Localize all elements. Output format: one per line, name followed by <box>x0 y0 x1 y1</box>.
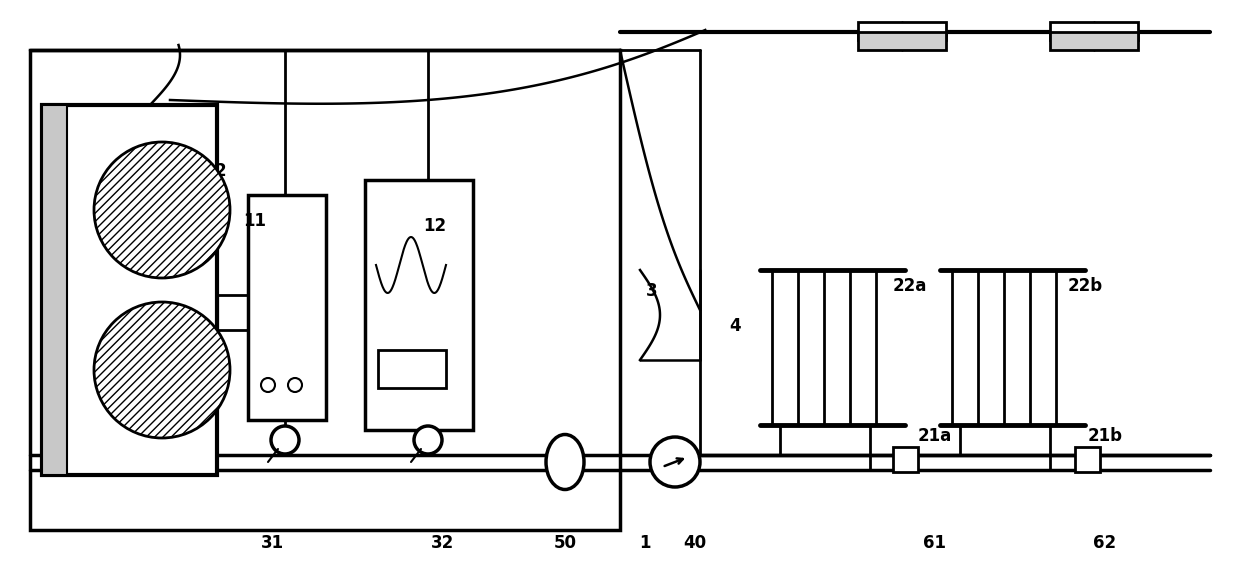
Bar <box>366 180 473 430</box>
Circle shape <box>271 426 299 454</box>
Text: 22b: 22b <box>1068 277 1103 295</box>
Circle shape <box>414 426 442 454</box>
Text: 22a: 22a <box>893 277 927 295</box>
Bar <box>248 195 326 420</box>
Text: 2: 2 <box>214 162 225 180</box>
Text: 1: 1 <box>639 534 650 552</box>
Bar <box>893 447 918 472</box>
Text: 40: 40 <box>684 534 706 552</box>
Ellipse shape <box>546 435 584 490</box>
Circle shape <box>94 142 230 278</box>
Bar <box>1049 32 1137 50</box>
Bar <box>857 22 947 40</box>
Bar <box>378 350 446 388</box>
Text: 21a: 21a <box>918 427 952 445</box>
Text: 12: 12 <box>424 217 446 235</box>
Text: 3: 3 <box>647 282 658 300</box>
Circle shape <box>650 437 700 487</box>
Text: 50: 50 <box>554 534 576 552</box>
Circle shape <box>261 378 275 392</box>
Text: 61: 61 <box>923 534 947 552</box>
Text: 31: 31 <box>260 534 284 552</box>
Bar <box>1049 22 1137 40</box>
Text: 4: 4 <box>730 317 741 335</box>
Circle shape <box>287 378 302 392</box>
Text: 11: 11 <box>244 212 266 230</box>
Bar <box>30 50 620 530</box>
Text: 21b: 21b <box>1088 427 1123 445</box>
Circle shape <box>94 302 230 438</box>
Text: 62: 62 <box>1094 534 1116 552</box>
Bar <box>1075 447 1100 472</box>
Bar <box>42 105 217 475</box>
Text: 32: 32 <box>430 534 453 552</box>
Bar <box>857 32 947 50</box>
Bar <box>42 105 67 475</box>
